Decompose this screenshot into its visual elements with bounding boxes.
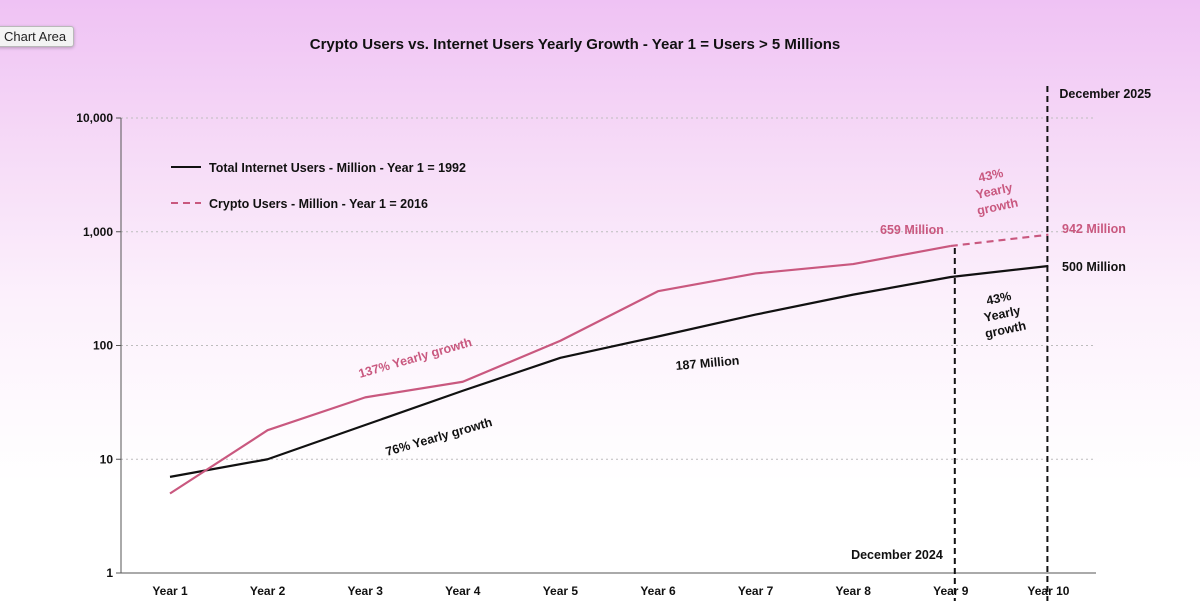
reference-lines: December 2024 December 2025 — [851, 86, 1151, 601]
crypto-proj-line1: 43% — [977, 166, 1004, 185]
x-tick-label: Year 7 — [738, 584, 774, 598]
series-lines — [169, 233, 1049, 495]
y-tick-label: 10 — [100, 452, 114, 466]
series-line-crypto-projection — [950, 233, 1049, 248]
annotation-internet-y10: 500 Million — [1062, 260, 1126, 274]
annotation-crypto-y9: 659 Million — [880, 223, 944, 237]
legend-crypto-label: Crypto Users - Million - Year 1 = 2016 — [209, 197, 428, 211]
legend-internet-label: Total Internet Users - Million - Year 1 … — [209, 161, 466, 175]
x-tick-labels: Year 1 Year 2 Year 3 Year 4 Year 5 Year 6 Year… — [152, 584, 1069, 598]
annotation-internet-projection: 43% Yearly growth — [983, 289, 1028, 341]
series-line-internet — [169, 264, 1049, 478]
chart-title: Crypto Users vs. Internet Users Yearly G… — [309, 36, 841, 53]
reference-line-label: December 2025 — [1059, 87, 1151, 101]
x-tick-label: Year 3 — [348, 584, 384, 598]
annotation-crypto-y10: 942 Million — [1062, 222, 1126, 236]
series-line-crypto — [169, 244, 952, 495]
annotation-crypto-growth: 137% Yearly growth — [357, 335, 474, 381]
x-tick-label: Year 2 — [250, 584, 286, 598]
x-tick-label: Year 10 — [1027, 584, 1069, 598]
y-tick-label: 1 — [106, 566, 113, 580]
x-tick-label: Year 1 — [152, 584, 188, 598]
x-tick-label: Year 8 — [836, 584, 872, 598]
annotation-crypto-projection: 43% Yearly growth — [975, 166, 1020, 218]
x-tick-label: Year 6 — [640, 584, 676, 598]
internet-proj-line1: 43% — [985, 289, 1012, 308]
y-tick-labels: 1 10 100 1,000 10,000 — [76, 111, 113, 580]
reference-line-label: December 2024 — [851, 548, 943, 562]
y-tick-label: 100 — [93, 339, 113, 353]
x-tick-label: Year 5 — [543, 584, 579, 598]
chart-area-tooltip: Chart Area — [0, 26, 75, 47]
x-tick-label: Year 9 — [933, 584, 969, 598]
annotation-internet-mid: 187 Million — [675, 353, 740, 373]
y-tick-label: 1,000 — [83, 225, 113, 239]
legend: Total Internet Users - Million - Year 1 … — [171, 161, 466, 211]
y-tick-label: 10,000 — [76, 111, 113, 125]
axes — [116, 117, 1096, 574]
annotation-internet-growth: 76% Yearly growth — [384, 415, 494, 459]
x-tick-label: Year 4 — [445, 584, 481, 598]
